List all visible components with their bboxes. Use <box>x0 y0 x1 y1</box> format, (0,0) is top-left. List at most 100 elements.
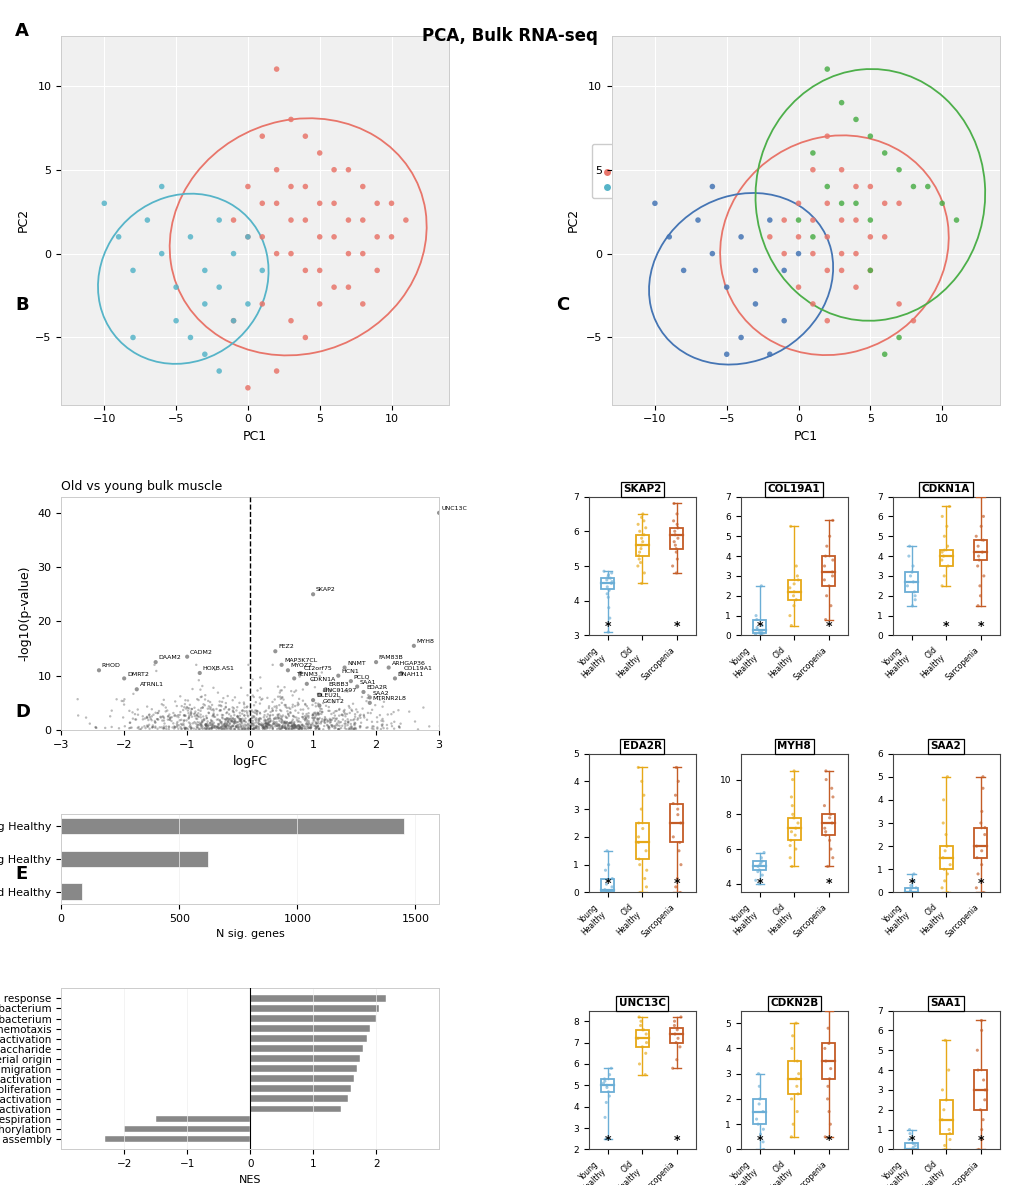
Point <box>327 717 343 736</box>
Point <box>750 860 766 879</box>
Point <box>144 711 160 730</box>
Point <box>202 713 218 732</box>
Point <box>214 707 230 726</box>
Point <box>251 711 267 730</box>
Point <box>666 786 683 805</box>
Point <box>255 718 271 737</box>
Point <box>278 712 294 731</box>
Point <box>703 244 719 263</box>
Point <box>237 712 254 731</box>
Point <box>782 517 798 536</box>
Point <box>300 716 316 735</box>
Point <box>272 717 288 736</box>
Point <box>149 710 165 729</box>
Point <box>201 719 217 738</box>
Point <box>311 696 327 715</box>
Point <box>275 713 291 732</box>
Point <box>237 718 254 737</box>
Point <box>277 715 293 734</box>
Point <box>472 713 488 732</box>
Point <box>748 1109 764 1128</box>
Point <box>225 703 242 722</box>
Point <box>205 678 221 697</box>
Point <box>781 607 797 626</box>
Point <box>259 718 275 737</box>
Bar <box>250 1005 379 1012</box>
Point <box>217 717 233 736</box>
Point <box>324 716 340 735</box>
Point <box>196 710 212 729</box>
Point <box>630 833 646 852</box>
Point <box>598 841 614 860</box>
Point <box>258 713 274 732</box>
Point <box>294 707 311 726</box>
Point <box>631 1055 647 1074</box>
Point <box>278 709 294 728</box>
Point <box>638 1033 654 1052</box>
Point <box>315 681 331 700</box>
Point <box>282 699 299 718</box>
Point <box>235 717 252 736</box>
Point <box>875 228 892 246</box>
Point <box>789 814 805 833</box>
Point <box>307 678 323 697</box>
Point <box>200 716 216 735</box>
Point <box>775 244 792 263</box>
Bar <box>250 1095 347 1102</box>
Point <box>158 717 174 736</box>
Point <box>208 699 224 718</box>
Point <box>269 719 285 738</box>
Point <box>815 570 832 589</box>
Point <box>233 718 250 737</box>
Y-axis label: -log10(p-value): -log10(p-value) <box>18 565 32 661</box>
Point <box>936 841 953 860</box>
Point <box>717 277 734 296</box>
Point <box>211 718 227 737</box>
Point <box>319 716 335 735</box>
Point <box>218 710 234 729</box>
Point <box>210 719 226 738</box>
Point <box>296 717 312 736</box>
Point <box>900 1130 916 1149</box>
Point <box>204 712 220 731</box>
Point <box>306 710 322 729</box>
Point <box>753 852 769 871</box>
Point <box>754 1133 770 1152</box>
Point <box>166 719 182 738</box>
Point <box>218 709 234 728</box>
Point <box>272 690 288 709</box>
Point <box>671 841 687 860</box>
Point <box>103 717 119 736</box>
Point <box>380 658 396 677</box>
Point <box>356 707 372 726</box>
Point <box>193 699 209 718</box>
Point <box>207 717 223 736</box>
Point <box>816 546 833 565</box>
Point <box>198 720 214 739</box>
Point <box>669 518 686 537</box>
Point <box>631 521 647 540</box>
Point <box>935 860 952 879</box>
Point <box>663 557 680 576</box>
Point <box>220 709 236 728</box>
Point <box>189 718 205 737</box>
Point <box>132 719 149 738</box>
Point <box>270 718 286 737</box>
Point <box>252 709 268 728</box>
Point <box>334 716 351 735</box>
Point <box>310 704 326 723</box>
Point <box>170 716 186 735</box>
Point <box>215 719 231 738</box>
Point <box>298 709 314 728</box>
Point <box>178 647 195 666</box>
Point <box>374 710 390 729</box>
Point <box>340 697 357 716</box>
Point <box>273 712 289 731</box>
Point <box>804 244 820 263</box>
Point <box>226 712 243 731</box>
Point <box>239 228 256 246</box>
Point <box>243 713 259 732</box>
Bar <box>938 846 952 870</box>
Point <box>783 616 799 635</box>
Point <box>343 718 360 737</box>
